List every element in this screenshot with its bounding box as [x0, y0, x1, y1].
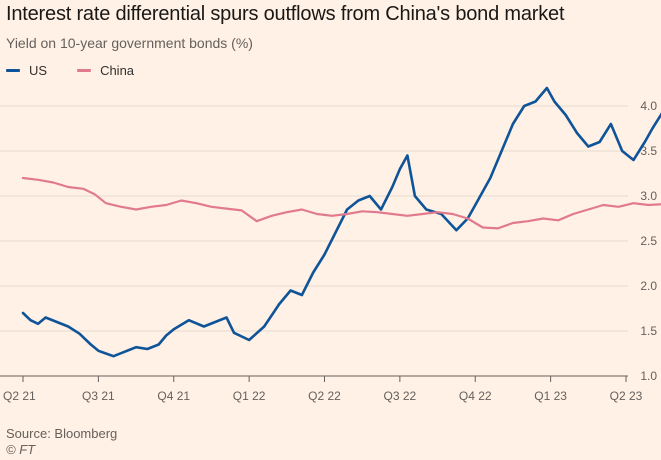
y-tick-label: 4.0 — [640, 99, 657, 113]
chart-title: Interest rate differential spurs outflow… — [6, 3, 565, 25]
x-tick-label: Q4 21 — [157, 389, 190, 403]
x-tick-label: Q1 23 — [534, 389, 567, 403]
y-tick-label: 2.5 — [640, 234, 657, 248]
series-line-china — [21, 176, 661, 230]
chart-legend: US China — [6, 63, 164, 78]
y-tick-label: 1.0 — [640, 369, 657, 383]
x-tick-label: Q4 22 — [459, 389, 492, 403]
legend-item-china: China — [77, 63, 134, 78]
x-tick-label: Q3 21 — [82, 389, 115, 403]
series-line-us — [21, 86, 661, 358]
x-tick-label: Q2 21 — [3, 389, 36, 403]
ft-credit: © FT — [6, 442, 36, 457]
y-tick-label: 3.0 — [640, 189, 657, 203]
chart-subtitle: Yield on 10-year government bonds (%) — [6, 35, 253, 51]
x-tick-label: Q2 22 — [308, 389, 341, 403]
x-tick-label: Q2 23 — [610, 389, 643, 403]
y-tick-label: 3.5 — [640, 144, 657, 158]
legend-swatch-us — [6, 69, 20, 72]
y-tick-label: 2.0 — [640, 279, 657, 293]
y-tick-label: 1.5 — [640, 324, 657, 338]
x-tick-label: Q1 22 — [233, 389, 266, 403]
legend-label-us: US — [29, 63, 48, 78]
legend-label-china: China — [100, 63, 135, 78]
source-note: Source: Bloomberg — [6, 426, 118, 441]
legend-swatch-china — [77, 69, 92, 72]
legend-item-us: US — [6, 63, 47, 78]
x-tick-label: Q3 22 — [384, 389, 417, 403]
